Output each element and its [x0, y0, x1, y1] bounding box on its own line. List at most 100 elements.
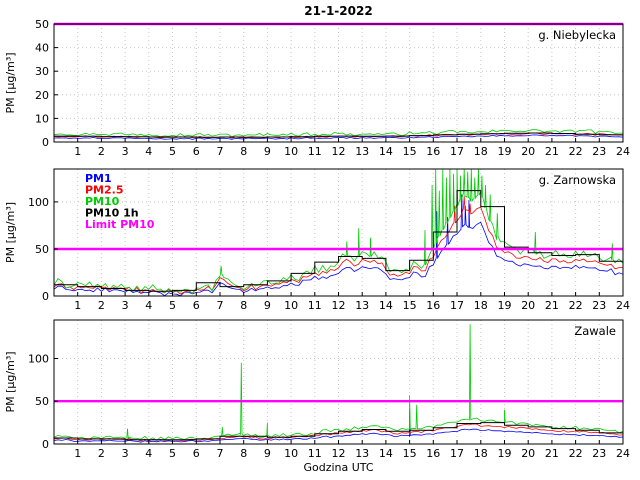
y-tick-label: 100 [28, 196, 49, 209]
x-tick-label: 20 [521, 447, 535, 460]
legend-item: PM2.5 [85, 184, 124, 197]
panel-title: g. Niebylecka [538, 28, 616, 42]
x-tick-label: 9 [264, 447, 271, 460]
x-tick-label: 17 [450, 145, 464, 158]
legend-item: PM10 [85, 195, 120, 208]
x-tick-label: 2 [98, 145, 105, 158]
series-pm1 [54, 194, 623, 296]
x-tick-label: 15 [403, 299, 417, 312]
x-tick-label: 4 [145, 299, 152, 312]
x-tick-label: 11 [308, 299, 322, 312]
x-tick-label: 7 [217, 447, 224, 460]
y-tick-label: 100 [28, 353, 49, 366]
x-tick-label: 4 [145, 145, 152, 158]
x-tick-label: 9 [264, 145, 271, 158]
y-axis-label: PM [µg/m³] [4, 52, 17, 113]
x-tick-label: 24 [616, 299, 630, 312]
y-tick-label: 50 [35, 243, 49, 256]
x-tick-label: 21 [545, 145, 559, 158]
x-tick-label: 18 [474, 299, 488, 312]
x-tick-label: 10 [284, 447, 298, 460]
x-tick-label: 2 [98, 299, 105, 312]
x-tick-label: 6 [193, 299, 200, 312]
x-tick-label: 19 [498, 299, 512, 312]
x-tick-label: 11 [308, 145, 322, 158]
axes-frame [53, 168, 624, 297]
x-tick-label: 15 [403, 145, 417, 158]
x-tick-label: 12 [332, 299, 346, 312]
x-tick-label: 14 [379, 299, 393, 312]
series-pm1 [54, 409, 623, 443]
x-tick-label: 21 [545, 299, 559, 312]
x-tick-label: 8 [240, 447, 247, 460]
legend-item: PM10 1h [85, 207, 139, 220]
y-tick-label: 30 [35, 65, 49, 78]
y-axis-label: PM [µg/m³] [4, 351, 17, 412]
series-pm101h [54, 132, 623, 138]
x-tick-label: 8 [240, 145, 247, 158]
x-tick-label: 22 [569, 447, 583, 460]
panel-1: 1 2 3 4 5 6 7 8 9 10 11 12 13 14 15 16 17 18 19 20 21 22 23 240… [4, 18, 630, 158]
x-axis-label: Godzina UTC [303, 461, 374, 474]
panel-title: g. Zarnowska [539, 173, 616, 187]
x-tick-label: 13 [355, 299, 369, 312]
x-tick-label: 13 [355, 145, 369, 158]
x-tick-label: 14 [379, 145, 393, 158]
x-tick-label: 22 [569, 299, 583, 312]
x-tick-label: 24 [616, 447, 630, 460]
x-tick-label: 11 [308, 447, 322, 460]
x-tick-label: 20 [521, 145, 535, 158]
x-tick-label: 17 [450, 299, 464, 312]
y-tick-label: 0 [42, 438, 49, 451]
x-tick-label: 10 [284, 145, 298, 158]
x-tick-label: 13 [355, 447, 369, 460]
x-tick-label: 3 [122, 299, 129, 312]
series-pm10 [54, 169, 623, 295]
x-tick-label: 6 [193, 145, 200, 158]
x-tick-label: 4 [145, 447, 152, 460]
x-tick-label: 6 [193, 447, 200, 460]
y-tick-label: 50 [35, 18, 49, 31]
x-tick-label: 5 [169, 447, 176, 460]
panel-title: Zawale [574, 324, 616, 338]
series-pm10 [54, 129, 623, 138]
y-tick-label: 10 [35, 112, 49, 125]
x-tick-label: 9 [264, 299, 271, 312]
y-axis-label: PM [µg/m³] [4, 202, 17, 263]
legend-item: PM1 [85, 172, 112, 185]
x-tick-label: 19 [498, 447, 512, 460]
series-pm101h [54, 422, 623, 441]
x-tick-label: 7 [217, 299, 224, 312]
x-tick-label: 23 [592, 145, 606, 158]
x-tick-label: 3 [122, 447, 129, 460]
x-tick-label: 18 [474, 447, 488, 460]
y-tick-label: 50 [35, 395, 49, 408]
x-tick-label: 1 [74, 299, 81, 312]
x-tick-label: 5 [169, 299, 176, 312]
x-tick-label: 5 [169, 145, 176, 158]
x-tick-label: 14 [379, 447, 393, 460]
x-tick-label: 19 [498, 145, 512, 158]
x-tick-label: 21 [545, 447, 559, 460]
axes-frame [53, 319, 624, 445]
y-tick-label: 0 [42, 290, 49, 303]
y-tick-label: 40 [35, 42, 49, 55]
x-tick-label: 23 [592, 299, 606, 312]
x-tick-label: 16 [426, 447, 440, 460]
x-tick-label: 16 [426, 145, 440, 158]
x-tick-label: 8 [240, 299, 247, 312]
x-tick-label: 10 [284, 299, 298, 312]
x-tick-label: 20 [521, 299, 535, 312]
x-tick-label: 12 [332, 145, 346, 158]
x-tick-label: 15 [403, 447, 417, 460]
panel-3: 1 2 3 4 5 6 7 8 9 10 11 12 13 14 15 16 17 18 19 20 21 22 23 240… [4, 319, 630, 460]
x-tick-label: 23 [592, 447, 606, 460]
x-tick-label: 1 [74, 145, 81, 158]
x-tick-label: 18 [474, 145, 488, 158]
x-tick-label: 16 [426, 299, 440, 312]
series-pm25 [54, 196, 623, 295]
x-tick-label: 22 [569, 145, 583, 158]
x-tick-label: 7 [217, 145, 224, 158]
